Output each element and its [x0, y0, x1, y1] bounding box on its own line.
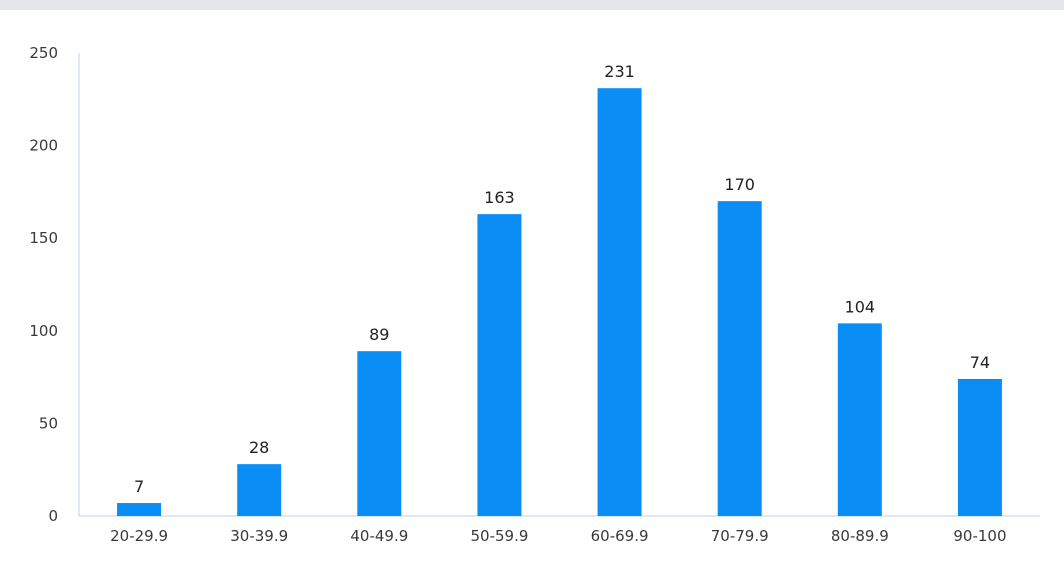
- data-label: 170: [724, 175, 755, 194]
- bar: [957, 378, 1002, 516]
- bar: [837, 323, 882, 516]
- bar: [237, 464, 282, 516]
- y-axis-ticks: 0 50 100 150 200 250: [29, 44, 58, 525]
- data-labels: 7 28 89 163 231 170 104 74: [134, 62, 990, 496]
- chart-container: 0 50 100 150 200 250 7 28 89 163 231 170 104 74 20-2…: [0, 10, 1064, 556]
- y-tick-label: 250: [29, 44, 58, 62]
- data-label: 7: [134, 477, 144, 496]
- y-tick-label: 100: [29, 322, 58, 340]
- x-tick-label: 90-100: [953, 527, 1006, 545]
- x-tick-label: 60-69.9: [591, 527, 649, 545]
- x-tick-label: 80-89.9: [831, 527, 889, 545]
- x-tick-label: 40-49.9: [350, 527, 408, 545]
- data-label: 104: [845, 297, 876, 316]
- y-tick-label: 200: [29, 137, 58, 155]
- y-tick-label: 0: [48, 507, 58, 525]
- bars: [117, 88, 1002, 517]
- bar-chart: 0 50 100 150 200 250 7 28 89 163 231 170 104 74 20-2…: [29, 44, 1040, 545]
- data-label: 74: [970, 353, 990, 372]
- bar: [597, 88, 642, 517]
- bar: [477, 214, 522, 516]
- x-tick-label: 50-59.9: [470, 527, 528, 545]
- data-label: 231: [604, 62, 635, 81]
- data-label: 28: [249, 438, 269, 457]
- x-axis-ticks: 20-29.9 30-39.9 40-49.9 50-59.9 60-69.9 70-79…: [110, 527, 1006, 545]
- x-tick-label: 30-39.9: [230, 527, 288, 545]
- bar: [117, 503, 162, 516]
- y-tick-label: 50: [39, 414, 58, 432]
- bar: [357, 351, 402, 516]
- x-tick-label: 20-29.9: [110, 527, 168, 545]
- top-strip: [0, 0, 1064, 10]
- data-label: 89: [369, 325, 389, 344]
- y-tick-label: 150: [29, 229, 58, 247]
- data-label: 163: [484, 188, 515, 207]
- x-tick-label: 70-79.9: [711, 527, 769, 545]
- bar: [717, 201, 762, 516]
